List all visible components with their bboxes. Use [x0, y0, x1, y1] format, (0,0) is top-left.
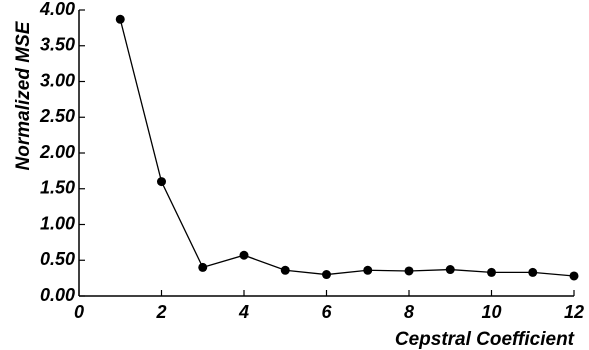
x-tick-label: 6 — [321, 302, 332, 322]
x-tick-label: 4 — [238, 302, 249, 322]
y-tick-label: 3.50 — [40, 35, 75, 55]
y-tick-label: 0.50 — [40, 249, 75, 269]
y-tick-label: 4.00 — [39, 0, 75, 19]
x-tick-label: 2 — [155, 302, 166, 322]
data-point — [322, 270, 331, 280]
y-tick-label: 3.00 — [40, 70, 75, 90]
data-point — [569, 271, 579, 281]
x-tick-label: 10 — [481, 302, 501, 322]
series-group — [115, 14, 579, 281]
data-point — [404, 266, 414, 276]
y-tick-label: 2.50 — [39, 106, 75, 126]
data-point — [363, 265, 373, 275]
x-tick-label: 12 — [564, 302, 584, 322]
x-ticks: 0 2 4 6 8 10 12 — [74, 290, 584, 322]
y-ticks: 0.00 0.50 1.00 1.50 2.00 2.50 3.00 3.50 4.00 — [39, 0, 85, 305]
x-tick-label: 8 — [404, 302, 414, 322]
y-axis-title: Normalized MSE — [13, 20, 34, 170]
data-point — [157, 177, 166, 187]
data-point — [115, 14, 125, 24]
data-point — [239, 250, 249, 260]
data-point — [487, 267, 496, 277]
x-tick-label: 0 — [74, 302, 84, 322]
y-tick-label: 2.00 — [39, 142, 75, 162]
plot-area: 0.00 0.50 1.00 1.50 2.00 2.50 3.00 3.50 4.00 0 2 4… — [39, 0, 584, 322]
data-point — [528, 267, 538, 277]
y-tick-label: 1.00 — [40, 213, 75, 233]
data-point — [445, 265, 455, 275]
y-tick-label: 0.00 — [40, 285, 75, 305]
series-line — [119, 19, 575, 277]
data-point — [280, 265, 290, 275]
data-point — [198, 262, 208, 272]
x-axis-title: Cepstral Coefficient — [395, 329, 575, 350]
y-tick-label: 1.50 — [40, 178, 75, 198]
